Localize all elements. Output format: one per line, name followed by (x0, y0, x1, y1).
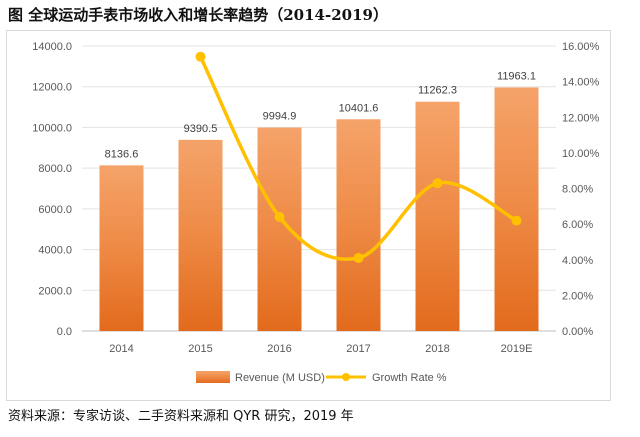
right-axis: 0.00% 2.00% 4.00% 6.00% 8.00% 10.00% 12.00% 14.… (562, 41, 600, 338)
growth-line (195, 51, 522, 263)
left-tick-label: 14000.0 (32, 41, 72, 53)
legend: Revenue (M USD) Growth Rate % (196, 371, 447, 384)
x-tick-label: 2019E (501, 343, 533, 355)
x-tick-label: 2016 (267, 343, 291, 355)
left-tick-label: 0.0 (57, 326, 72, 338)
legend-growth-marker (342, 373, 350, 381)
right-tick-label: 8.00% (562, 184, 593, 196)
left-axis: 0.0 2000.0 4000.0 6000.0 8000.0 10000.0 12000.… (32, 41, 72, 338)
x-axis: 2014 2015 2016 2017 2018 2019E (109, 343, 532, 355)
left-tick-label: 10000.0 (32, 122, 72, 134)
source-note: 资料来源：专家访谈、二手资料来源和 QYR 研究，2019 年 (8, 409, 354, 424)
x-tick-label: 2018 (425, 343, 449, 355)
right-tick-label: 0.00% (562, 326, 593, 338)
left-tick-label: 4000.0 (38, 245, 72, 257)
x-tick-label: 2017 (346, 343, 370, 355)
right-tick-label: 10.00% (562, 148, 600, 160)
bar-value-label: 10401.6 (339, 102, 379, 114)
bar-value-label: 11963.1 (497, 70, 536, 82)
right-tick-label: 6.00% (562, 219, 593, 231)
bar-2017 (336, 119, 381, 331)
legend-revenue-swatch (196, 371, 230, 383)
gridlines (82, 45, 556, 332)
bar-value-label: 8136.6 (105, 148, 139, 160)
bar-2016 (257, 127, 302, 331)
right-tick-label: 16.00% (562, 41, 600, 53)
bars (99, 87, 539, 332)
bar-2015 (178, 139, 223, 331)
bar-value-label: 9390.5 (184, 123, 218, 135)
right-tick-label: 14.00% (562, 77, 600, 89)
right-tick-label: 12.00% (562, 112, 600, 124)
bar-2018 (415, 101, 460, 331)
growth-rate-point (511, 215, 522, 226)
growth-rate-point (353, 252, 364, 263)
bar-value-label: 11262.3 (418, 85, 457, 97)
chart-title: 图 全球运动手表市场收入和增长率趋势（2014-2019） (8, 6, 388, 24)
bar-2014 (99, 165, 144, 331)
right-tick-label: 4.00% (562, 255, 593, 267)
bar-data-labels: 8136.6 9390.5 9994.9 10401.6 11262.3 11963.1 (105, 70, 536, 160)
x-tick-label: 2014 (109, 343, 133, 355)
growth-rate-point (432, 178, 443, 189)
left-tick-label: 12000.0 (32, 82, 72, 94)
legend-growth-label: Growth Rate % (372, 372, 447, 384)
bar-value-label: 9994.9 (263, 111, 297, 123)
x-tick-label: 2015 (188, 343, 212, 355)
left-tick-label: 8000.0 (38, 163, 72, 175)
left-tick-label: 6000.0 (38, 204, 72, 216)
left-tick-label: 2000.0 (38, 285, 72, 297)
legend-revenue-label: Revenue (M USD) (235, 372, 325, 384)
right-tick-label: 2.00% (562, 290, 593, 302)
growth-rate-point (195, 51, 206, 62)
growth-rate-point (274, 212, 285, 222)
